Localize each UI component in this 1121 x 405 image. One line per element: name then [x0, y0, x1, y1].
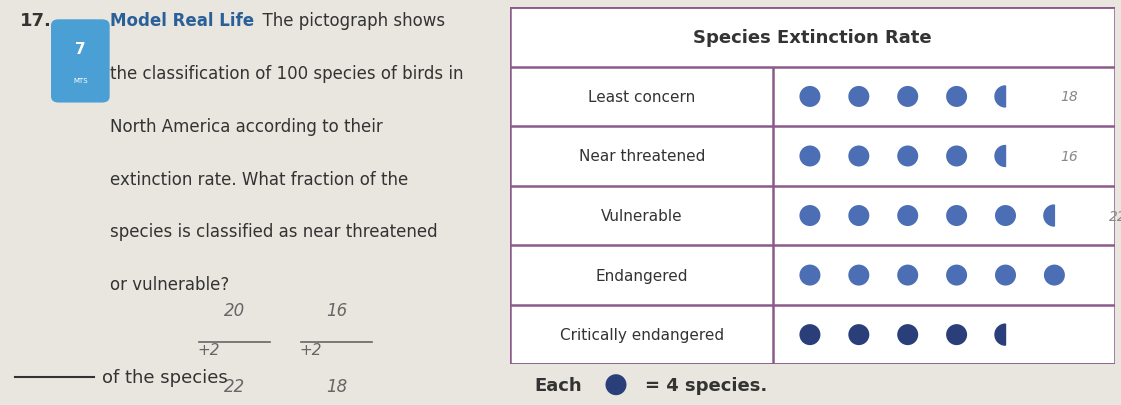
Text: +2: +2 [198, 342, 221, 357]
FancyBboxPatch shape [52, 20, 110, 103]
Ellipse shape [799, 265, 821, 286]
Text: Critically endangered: Critically endangered [559, 327, 724, 342]
Ellipse shape [1044, 265, 1065, 286]
Ellipse shape [897, 265, 918, 286]
Ellipse shape [849, 265, 869, 286]
Text: 16: 16 [1060, 149, 1078, 164]
Ellipse shape [849, 205, 869, 226]
Polygon shape [995, 87, 1006, 108]
Ellipse shape [897, 205, 918, 226]
Ellipse shape [946, 324, 967, 345]
Text: Model Real Life: Model Real Life [110, 12, 253, 30]
Text: Endangered: Endangered [595, 268, 688, 283]
Text: Species Extinction Rate: Species Extinction Rate [694, 29, 932, 47]
Text: Least concern: Least concern [589, 90, 695, 104]
Text: The pictograph shows: The pictograph shows [252, 12, 446, 30]
Polygon shape [1044, 205, 1055, 226]
Text: 7: 7 [75, 42, 86, 57]
Ellipse shape [946, 205, 967, 226]
Ellipse shape [799, 146, 821, 167]
Ellipse shape [799, 324, 821, 345]
Polygon shape [995, 324, 1006, 345]
Text: 18: 18 [1060, 90, 1078, 104]
Ellipse shape [849, 146, 869, 167]
Ellipse shape [799, 205, 821, 226]
Text: Vulnerable: Vulnerable [601, 209, 683, 224]
Text: 22: 22 [1110, 209, 1121, 223]
Ellipse shape [946, 146, 967, 167]
Ellipse shape [995, 205, 1016, 226]
FancyBboxPatch shape [510, 8, 1115, 364]
Text: MTS: MTS [73, 78, 87, 84]
Text: extinction rate. What fraction of the: extinction rate. What fraction of the [110, 170, 408, 188]
Ellipse shape [946, 265, 967, 286]
Text: Near threatened: Near threatened [578, 149, 705, 164]
Text: 20: 20 [224, 302, 245, 320]
Text: species is classified as near threatened: species is classified as near threatened [110, 223, 437, 241]
Ellipse shape [897, 324, 918, 345]
Text: 16: 16 [326, 302, 348, 320]
Ellipse shape [849, 87, 869, 108]
Polygon shape [995, 146, 1006, 167]
Text: or vulnerable?: or vulnerable? [110, 275, 229, 293]
Text: +2: +2 [300, 342, 323, 357]
Text: = 4 species.: = 4 species. [645, 376, 767, 394]
Ellipse shape [946, 87, 967, 108]
Ellipse shape [605, 374, 627, 395]
Ellipse shape [897, 87, 918, 108]
Text: the classification of 100 species of birds in: the classification of 100 species of bir… [110, 65, 463, 83]
Text: North America according to their: North America according to their [110, 117, 382, 135]
Ellipse shape [849, 324, 869, 345]
Text: of the species: of the species [102, 369, 228, 386]
Text: Each: Each [535, 376, 582, 394]
Text: 22: 22 [224, 377, 245, 394]
Text: 17.: 17. [20, 12, 53, 30]
Ellipse shape [799, 87, 821, 108]
Ellipse shape [897, 146, 918, 167]
Text: 18: 18 [326, 377, 348, 394]
Ellipse shape [995, 265, 1016, 286]
